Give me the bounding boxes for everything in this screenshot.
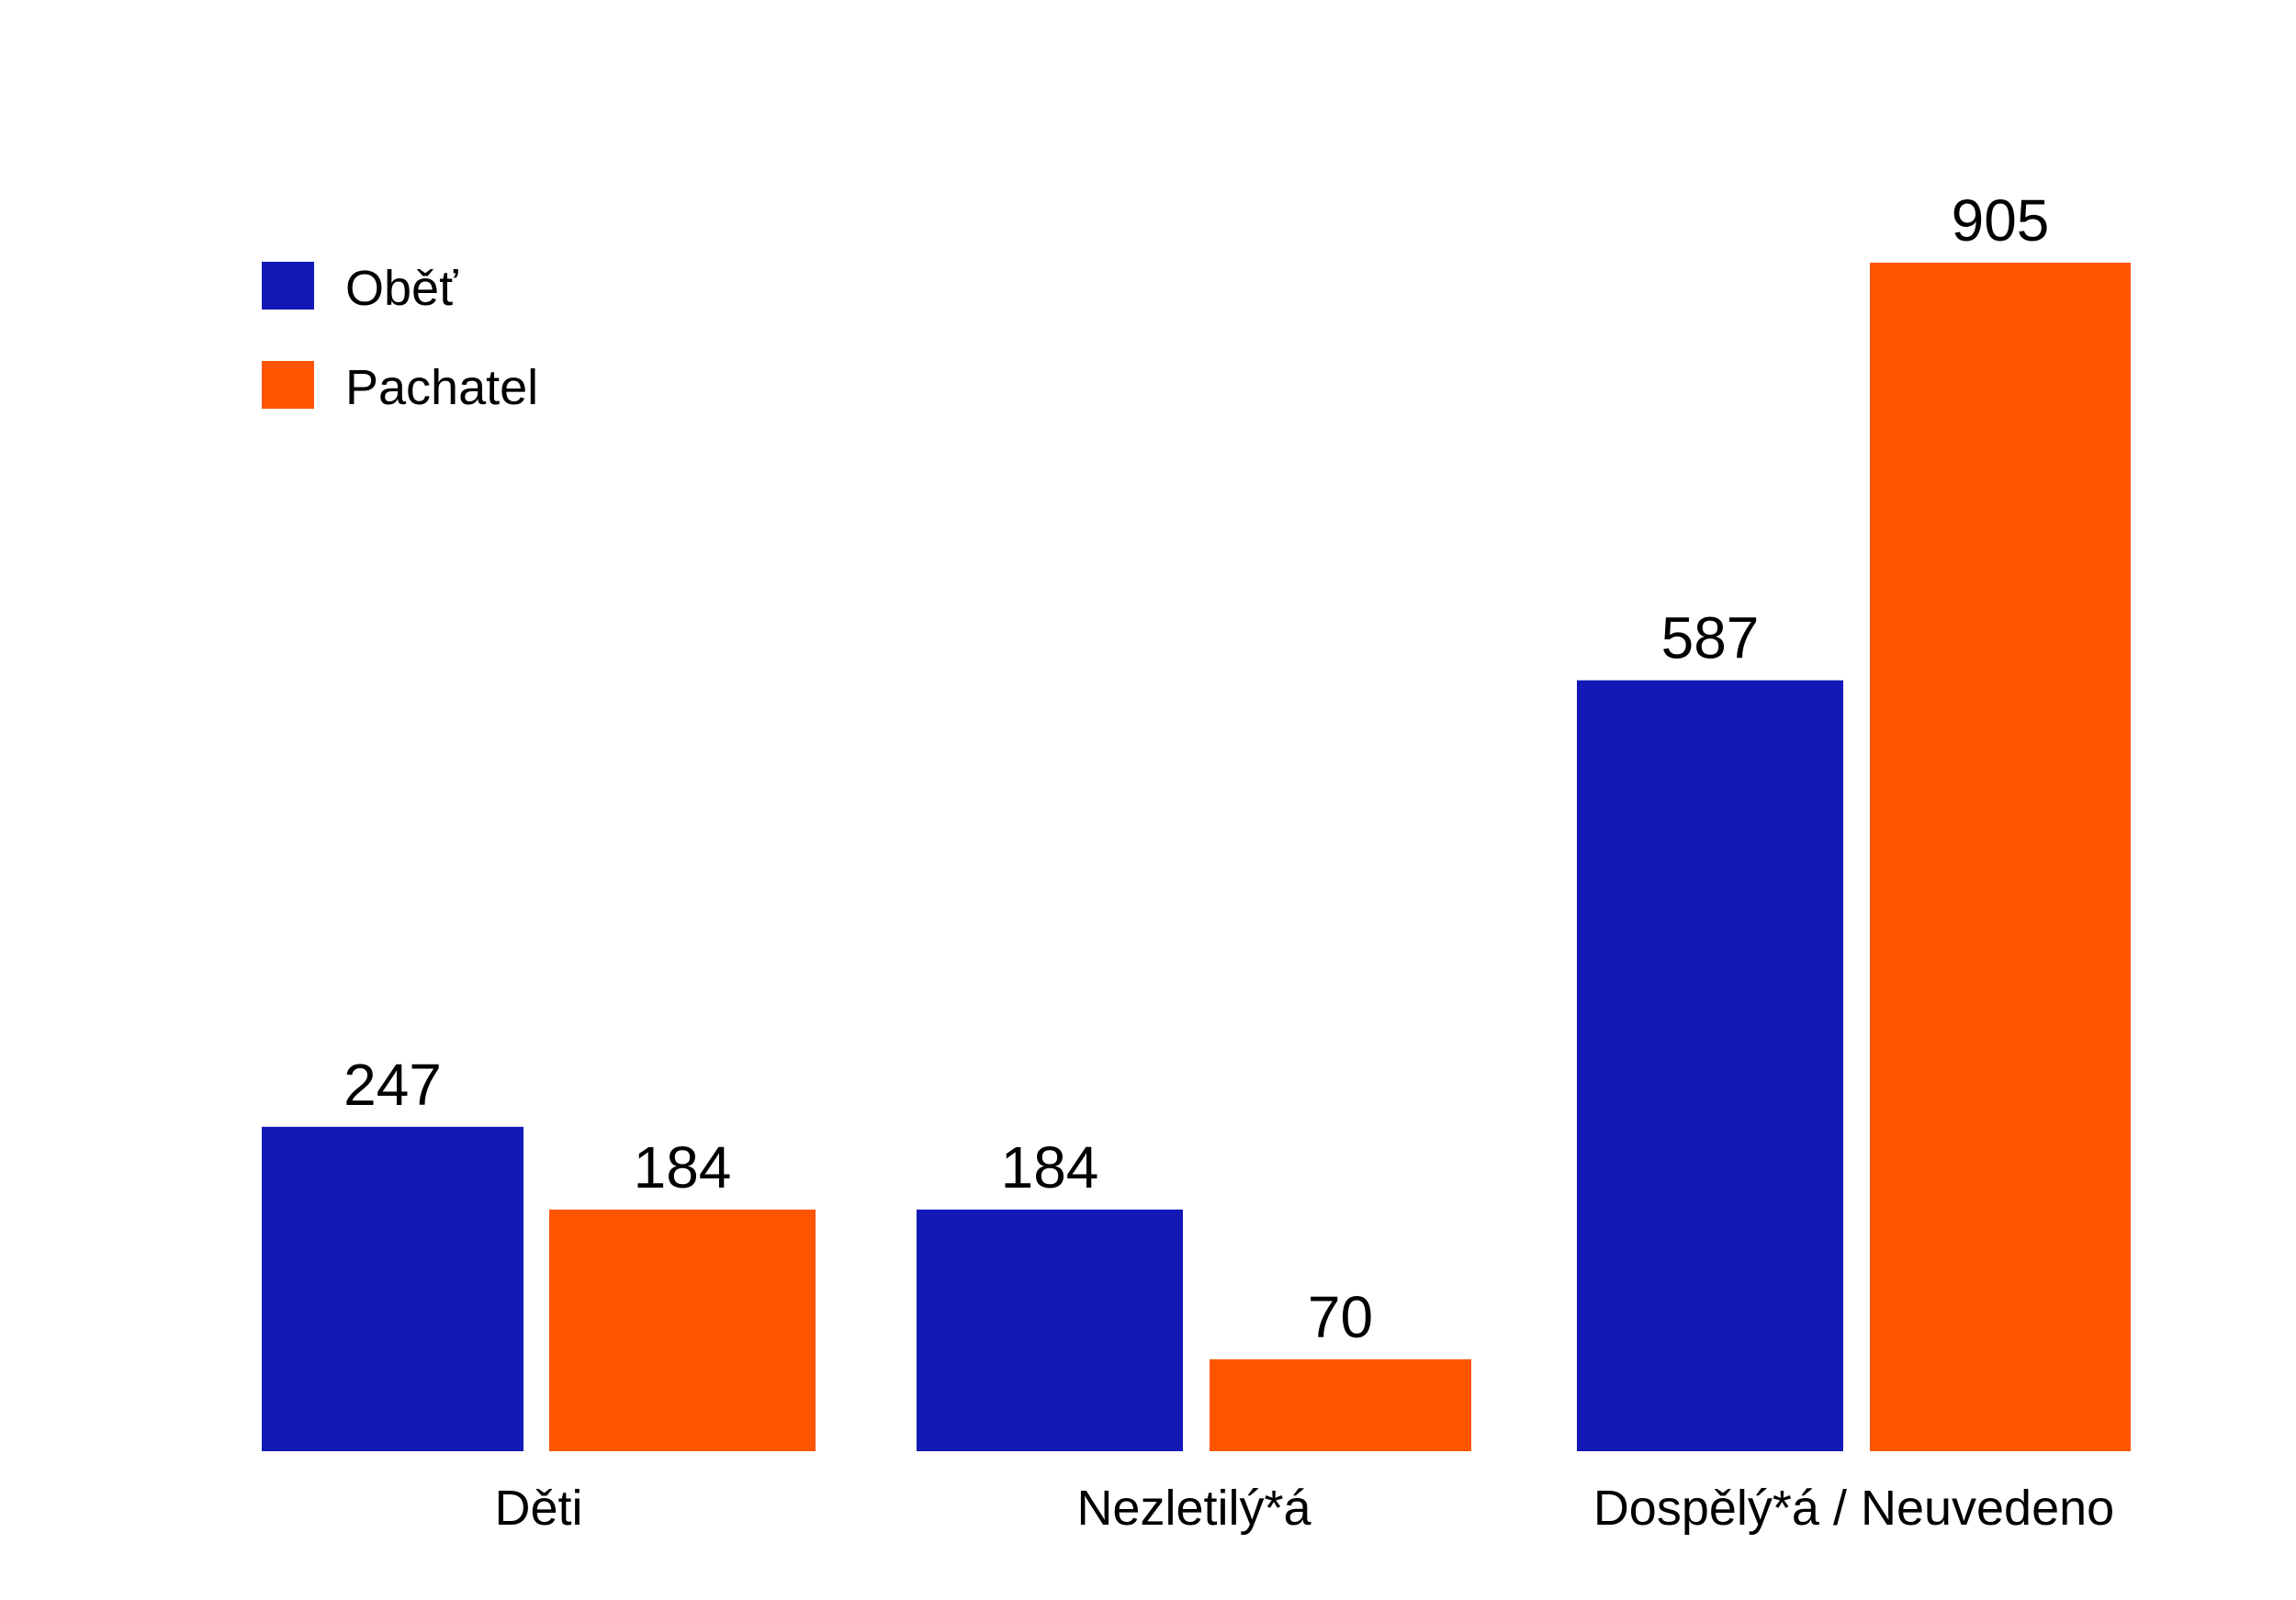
bar-pachatel-deti	[549, 1209, 816, 1451]
category-label-nezletily-a: Nezletilý*á	[1076, 1481, 1311, 1536]
value-label-pachatel-dospely-a-neuvedeno: 905	[1952, 187, 2050, 254]
legend: Oběť Pachatel	[262, 261, 538, 415]
value-label-pachatel-nezletily-a: 70	[1308, 1284, 1373, 1350]
legend-swatch-pachatel	[262, 361, 314, 409]
bar-obet-dospely-a-neuvedeno	[1577, 680, 1843, 1451]
value-label-obet-nezletily-a: 184	[1001, 1134, 1099, 1200]
bar-obet-deti	[262, 1126, 523, 1451]
legend-swatch-obet	[262, 262, 314, 310]
bar-pachatel-nezletily-a	[1210, 1358, 1471, 1451]
value-label-obet-deti: 247	[343, 1052, 442, 1118]
legend-label-obet: Oběť	[345, 261, 458, 316]
category-label-dospely-a-neuvedeno: Dospělý*á / Neuvedeno	[1593, 1481, 2114, 1536]
bar-obet-nezletily-a	[917, 1209, 1183, 1451]
category-labels: Děti Nezletilý*á Dospělý*á / Neuvedeno	[494, 1481, 2114, 1536]
value-labels: 247 184 184 70 587 905	[343, 187, 2049, 1350]
value-label-obet-dospely-a-neuvedeno: 587	[1661, 605, 1760, 671]
legend-label-pachatel: Pachatel	[345, 360, 538, 415]
category-label-deti: Děti	[494, 1481, 582, 1536]
bar-pachatel-dospely-a-neuvedeno	[1870, 263, 2131, 1451]
bars	[262, 263, 2131, 1451]
value-label-pachatel-deti: 184	[634, 1134, 732, 1200]
